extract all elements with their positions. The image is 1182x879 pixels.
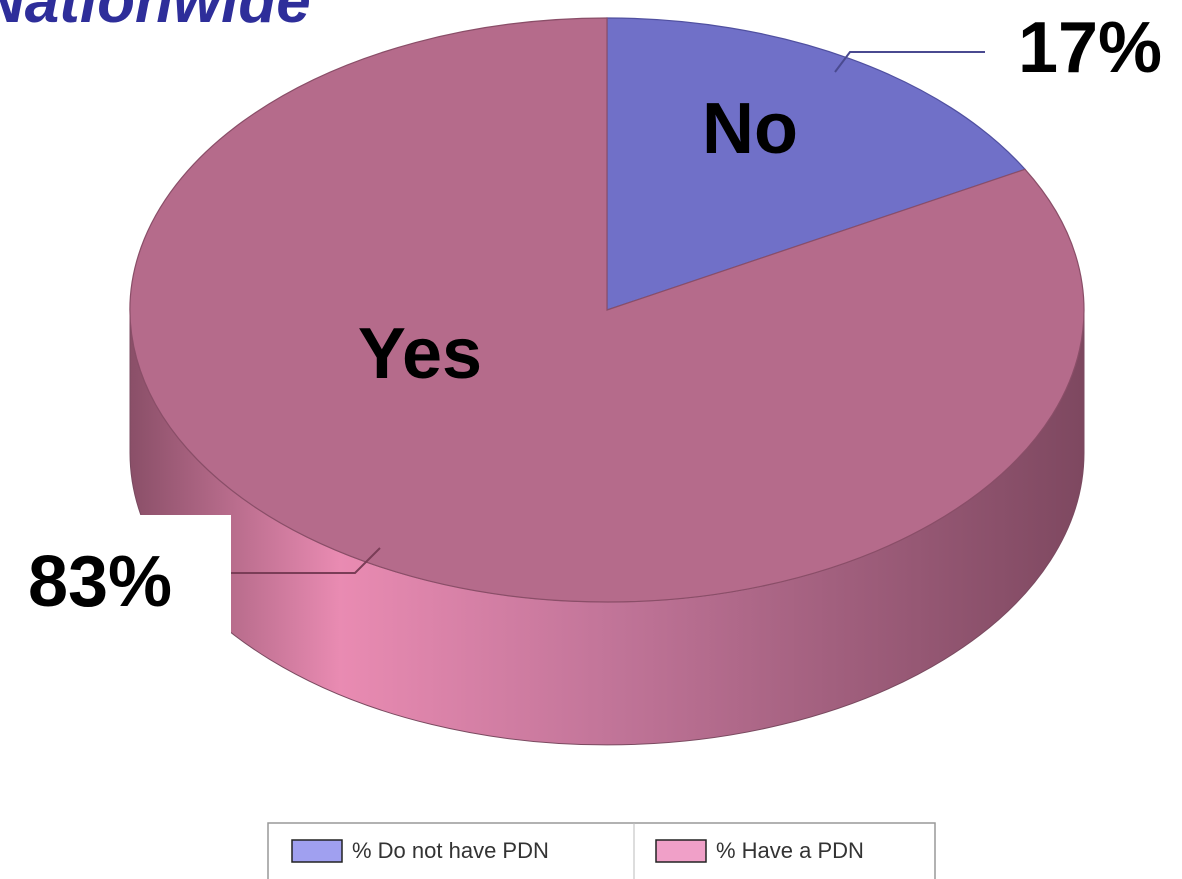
slice-label: Yes <box>358 314 482 394</box>
value-label: 83% <box>28 542 172 622</box>
pie-slice <box>606 17 1027 311</box>
legend-swatch <box>291 839 343 863</box>
slice-label: No <box>702 89 798 169</box>
legend-items: % Do not have PDN % Have a PDN <box>291 838 864 863</box>
leader-line <box>231 547 381 574</box>
legend-swatch <box>655 839 707 863</box>
legend <box>267 822 936 879</box>
pie-slice <box>129 17 1085 603</box>
legend-label: % Have a PDN <box>716 838 864 863</box>
pie <box>129 17 1085 746</box>
chart-title: Nationwide <box>0 0 311 36</box>
label-box <box>0 515 231 635</box>
legend-label: % Do not have PDN <box>352 838 549 863</box>
value-label: 17% <box>1018 8 1162 88</box>
leader-line <box>834 51 985 73</box>
